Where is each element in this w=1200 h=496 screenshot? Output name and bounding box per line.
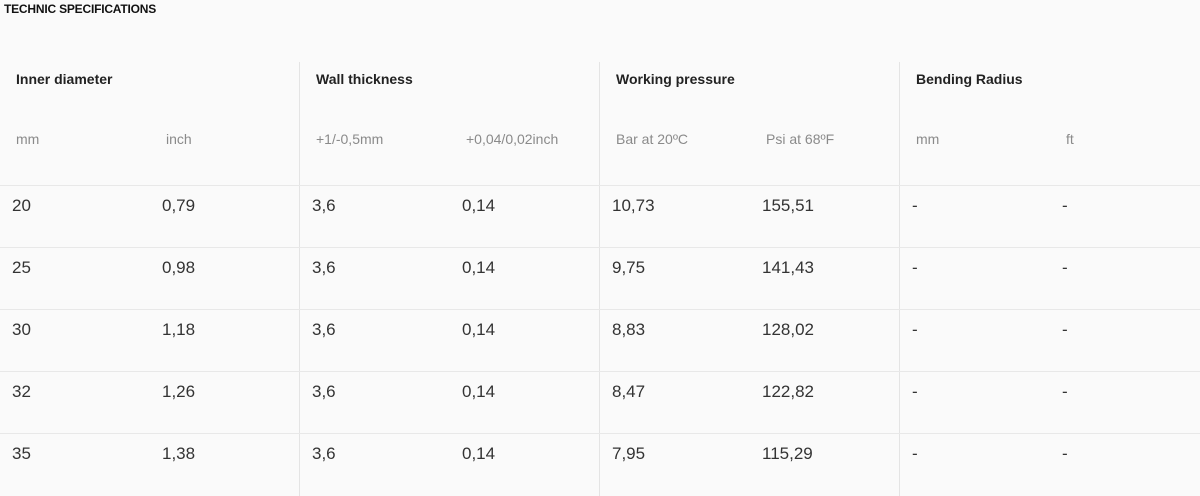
section-title: TECHNIC SPECIFICATIONS — [4, 2, 157, 16]
column-divider — [899, 62, 900, 496]
table-cell: 3,6 — [312, 320, 336, 339]
unit-header: ft — [1066, 131, 1074, 147]
table-cell: 30 — [12, 320, 31, 339]
table-cell: 3,6 — [312, 444, 336, 463]
table-cell: - — [1062, 382, 1068, 401]
unit-header: Psi at 68ºF — [766, 131, 835, 147]
table-cell: - — [1062, 258, 1068, 277]
unit-header-row: mm inch +1/-0,5mm +0,04/0,02inch Bar at … — [0, 130, 1200, 150]
table-cell: 115,29 — [762, 444, 813, 463]
unit-header: Bar at 20ºC — [616, 131, 689, 147]
table-cell: 0,14 — [462, 382, 496, 401]
table-cell: 35 — [12, 444, 31, 463]
table-row: 30 1,18 3,6 0,14 8,83 128,02 - - — [0, 309, 1200, 372]
table-cell: 8,83 — [612, 320, 646, 339]
group-header-bending-radius: Bending Radius — [916, 71, 1023, 87]
group-header-row: Inner diameter Wall thickness Working pr… — [0, 70, 1200, 90]
column-divider — [599, 62, 600, 496]
group-header-inner-diameter: Inner diameter — [16, 71, 113, 87]
table-cell: 8,47 — [612, 382, 646, 401]
table-cell: - — [912, 196, 918, 215]
table-cell: 128,02 — [762, 320, 814, 339]
table-cell: - — [1062, 320, 1068, 339]
table-cell: - — [912, 444, 918, 463]
table-cell: 9,75 — [612, 258, 646, 277]
table-cell: 10,73 — [612, 196, 655, 215]
table-cell: 0,14 — [462, 196, 496, 215]
table-cell: 0,14 — [462, 444, 496, 463]
table-cell: 1,38 — [162, 444, 196, 463]
table-cell: 20 — [12, 196, 31, 215]
table-cell: - — [1062, 444, 1068, 463]
table-cell: 3,6 — [312, 196, 336, 215]
table-cell: 0,14 — [462, 258, 496, 277]
table-cell: 0,14 — [462, 320, 496, 339]
table-row: 32 1,26 3,6 0,14 8,47 122,82 - - — [0, 371, 1200, 434]
table-cell: 0,98 — [162, 258, 196, 277]
table-row: 20 0,79 3,6 0,14 10,73 155,51 - - — [0, 185, 1200, 248]
table-cell: 1,26 — [162, 382, 196, 401]
table-cell: 32 — [12, 382, 31, 401]
table-cell: - — [1062, 196, 1068, 215]
table-row: 35 1,38 3,6 0,14 7,95 115,29 - - — [0, 433, 1200, 496]
table-cell: 141,43 — [762, 258, 814, 277]
table-cell: 7,95 — [612, 444, 646, 463]
table-cell: 0,79 — [162, 196, 196, 215]
unit-header: inch — [166, 131, 192, 147]
table-cell: 155,51 — [762, 196, 814, 215]
unit-header: +1/-0,5mm — [316, 131, 384, 147]
table-cell: - — [912, 320, 918, 339]
table-cell: 1,18 — [162, 320, 196, 339]
table-cell: 122,82 — [762, 382, 814, 401]
table-cell: 25 — [12, 258, 31, 277]
table-cell: - — [912, 258, 918, 277]
group-header-working-pressure: Working pressure — [616, 71, 735, 87]
unit-header: mm — [916, 131, 940, 147]
column-divider — [299, 62, 300, 496]
group-header-wall-thickness: Wall thickness — [316, 71, 413, 87]
table-row: 25 0,98 3,6 0,14 9,75 141,43 - - — [0, 247, 1200, 310]
unit-header: mm — [16, 131, 40, 147]
unit-header: +0,04/0,02inch — [466, 131, 559, 147]
table-cell: 3,6 — [312, 258, 336, 277]
table-cell: - — [912, 382, 918, 401]
table-cell: 3,6 — [312, 382, 336, 401]
